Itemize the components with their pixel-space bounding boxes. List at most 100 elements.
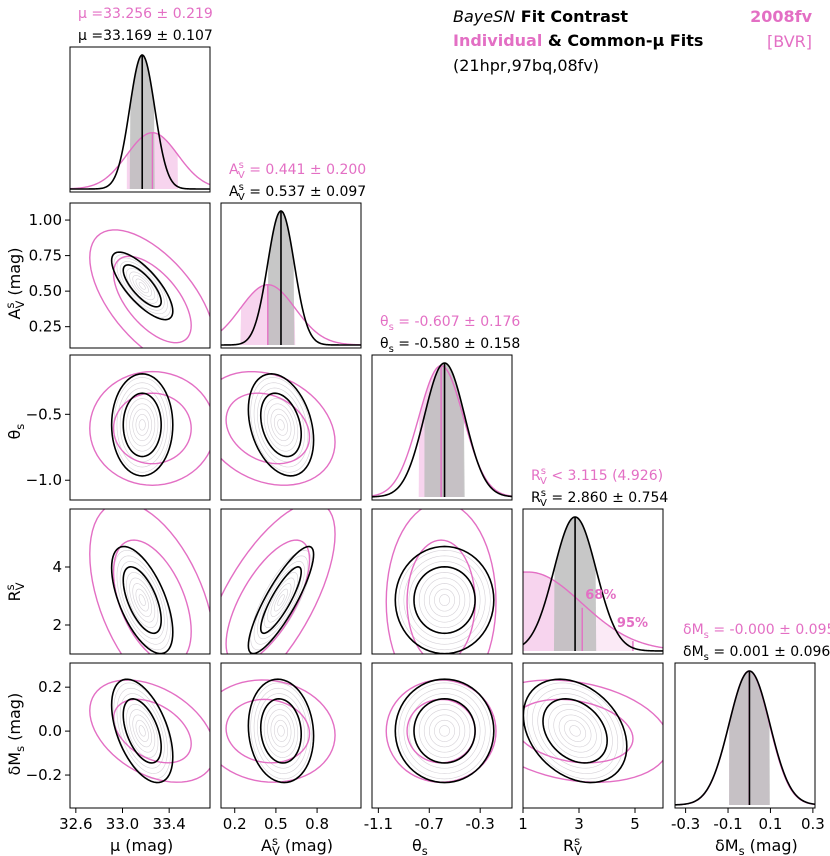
density-contour (439, 725, 450, 737)
density-contour (132, 583, 152, 617)
common-posterior-line (372, 362, 512, 498)
individual-contour-2sigma (89, 509, 210, 654)
density-contour (129, 709, 156, 753)
density-contour (116, 257, 168, 315)
y-tick-label-AV: 1.00 (29, 211, 62, 229)
summary-common-mu: μ =33.169 ± 0.107 (78, 28, 213, 44)
panel-RV-vs-AV (220, 508, 362, 655)
panel-frame (220, 508, 362, 655)
panel-theta-vs-theta (371, 354, 513, 501)
density-contour (119, 561, 165, 640)
y-axis-label-text: AsV (mag) (3, 248, 27, 320)
density-contour (119, 387, 165, 463)
density-contour (439, 594, 450, 606)
density-contour (273, 588, 289, 612)
x-tick-label-AV: 0.8 (305, 815, 329, 833)
y-tick-label-theta: −0.5 (26, 405, 62, 423)
x-tick-label-dMs: -0.3 (671, 815, 700, 833)
individual-contour-1sigma (112, 255, 192, 344)
panel-frame (69, 202, 211, 349)
common-posterior-line (675, 670, 815, 806)
individual-posterior-line (372, 364, 512, 497)
y-axis-label-text: RsV (3, 582, 27, 601)
density-contour (398, 682, 491, 780)
common-contour-1sigma (259, 698, 303, 764)
common-contour-2sigma (394, 545, 495, 654)
annotation-68: 68% (585, 588, 616, 603)
common-contour-1sigma (122, 264, 162, 308)
density-contour (116, 555, 168, 645)
common-contour-2sigma (247, 373, 315, 477)
panel-frame (220, 354, 362, 501)
x-tick-label-AV: 0.2 (223, 815, 247, 833)
panel-frame (69, 662, 211, 809)
common-contour-1sigma (122, 566, 162, 635)
individual-contour-2sigma (523, 679, 663, 783)
panel-frame (69, 354, 211, 501)
density-contour (564, 719, 587, 742)
panel-theta-vs-mu (69, 354, 211, 501)
y-tick-label-AV: 0.50 (29, 282, 62, 300)
individual-posterior-line (221, 284, 361, 346)
x-axis-label-theta: θs (412, 836, 428, 856)
density-contour (138, 419, 146, 431)
common-posterior-line (70, 54, 210, 190)
density-contour (257, 561, 305, 640)
common-contour-1sigma (413, 566, 476, 635)
individual-contour-2sigma (89, 679, 210, 783)
panel-frame (69, 46, 211, 193)
individual-contour-2sigma (89, 370, 210, 486)
density-contour (270, 583, 292, 617)
density-contour (132, 408, 152, 441)
title-italic: BayeSN (453, 7, 516, 26)
density-contour (277, 419, 285, 431)
common-contour-2sigma (247, 678, 315, 784)
y-axis-label-AV: AsV (mag) (3, 248, 27, 320)
density-contour (126, 703, 159, 758)
individual-contour-2sigma (221, 509, 336, 654)
individual-contour-1sigma (112, 539, 192, 654)
common-contour-1sigma (413, 698, 476, 764)
x-tick-label-dMs: -0.1 (713, 815, 742, 833)
panel-RV-vs-RV: 68%95% (522, 508, 664, 655)
panel-AV-vs-mu (69, 202, 211, 349)
y-axis-label-dMs: δMs (mag) (5, 693, 27, 776)
individual-posterior-line (70, 132, 210, 190)
density-contour (423, 577, 466, 623)
individual-contour-2sigma (221, 679, 336, 783)
density-contour (263, 572, 299, 629)
individual-contour-1sigma (112, 392, 192, 465)
density-contour (428, 583, 461, 617)
y-tick-label-dMs: −0.2 (26, 766, 62, 784)
y-tick-label-dMs: 0.2 (38, 678, 62, 696)
x-tick-label-theta: -0.3 (466, 815, 495, 833)
density-contour (273, 414, 289, 436)
density-contour (116, 382, 168, 468)
x-tick-label-dMs: 0.3 (801, 815, 825, 833)
density-contour (267, 403, 295, 447)
panel-frame (220, 662, 362, 809)
sn-name: 2008fv (750, 7, 812, 26)
x-axis-label-dMs: δMs (mag) (715, 836, 798, 856)
common-contour-2sigma (110, 678, 174, 784)
density-contour (119, 261, 165, 311)
y-axis-label-theta: θs (5, 424, 27, 440)
common-contour-2sigma (110, 251, 174, 321)
density-contour (116, 687, 168, 774)
density-contour (398, 549, 491, 651)
individual-contour-1sigma (225, 392, 311, 465)
panel-frame (522, 508, 664, 655)
individual-contour-1sigma (225, 539, 311, 654)
density-contour (129, 271, 156, 301)
density-contour (260, 566, 302, 634)
panel-theta-vs-AV (220, 354, 362, 501)
density-contour (253, 687, 309, 774)
density-contour (263, 398, 299, 452)
panel-dMs-vs-RV (522, 662, 664, 809)
density-contour (418, 703, 471, 758)
x-tick-label-theta: -1.1 (364, 815, 393, 833)
density-contour (270, 408, 292, 441)
common-contour-1sigma (259, 392, 303, 458)
common-contour-1sigma (122, 392, 162, 458)
summary-individual-RV: Rs V < 3.115 (4.926) (531, 466, 663, 487)
